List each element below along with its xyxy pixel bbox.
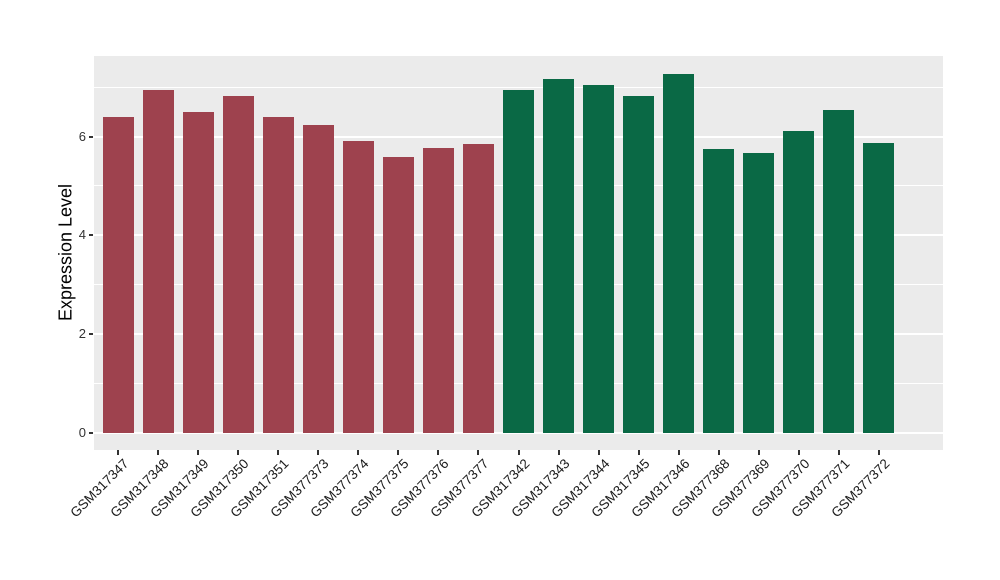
x-tick-mark — [397, 450, 400, 455]
bar-GSM317346 — [663, 73, 695, 433]
bar-GSM317347 — [102, 116, 134, 433]
bar-GSM317345 — [623, 95, 655, 433]
x-tick-mark — [517, 450, 520, 455]
y-tick-label: 6 — [78, 128, 86, 144]
bar-GSM317342 — [503, 89, 534, 433]
x-tick-mark — [357, 450, 360, 455]
gridline-minor — [94, 86, 943, 88]
gridline-major — [94, 432, 943, 434]
x-tick-mark — [437, 450, 440, 455]
bar-GSM377368 — [703, 148, 735, 433]
y-tick-label: 4 — [78, 227, 86, 243]
y-tick-mark — [89, 234, 93, 237]
bar-GSM317348 — [142, 89, 174, 433]
bar-GSM377371 — [823, 110, 855, 433]
bar-GSM317349 — [182, 111, 214, 433]
bar-GSM317344 — [583, 84, 615, 433]
x-tick-mark — [157, 450, 160, 455]
y-tick-mark — [89, 432, 93, 434]
x-tick-mark — [677, 450, 680, 455]
y-tick-mark — [89, 333, 93, 336]
y-tick-label: 2 — [78, 326, 86, 342]
bar-GSM377373 — [302, 124, 334, 433]
bar-GSM377369 — [743, 153, 775, 433]
x-tick-mark — [757, 450, 760, 455]
x-tick-mark — [317, 450, 320, 455]
bar-GSM377376 — [422, 147, 454, 433]
y-tick-label: 0 — [78, 425, 86, 440]
x-tick-mark — [117, 450, 120, 455]
bar-GSM377375 — [382, 157, 414, 433]
bar-GSM377372 — [863, 142, 895, 433]
bar-GSM377370 — [783, 130, 815, 433]
x-tick-mark — [477, 450, 480, 455]
x-tick-mark — [877, 450, 880, 455]
bar-GSM317343 — [543, 78, 575, 433]
bar-GSM377377 — [462, 143, 494, 433]
x-tick-mark — [637, 450, 640, 455]
x-tick-mark — [197, 450, 200, 455]
x-tick-mark — [837, 450, 840, 455]
x-tick-mark — [237, 450, 240, 455]
bar-GSM317350 — [222, 96, 254, 433]
x-tick-mark — [717, 450, 720, 455]
x-tick-mark — [597, 450, 600, 455]
y-tick-mark — [89, 135, 93, 138]
x-tick-mark — [557, 450, 560, 455]
x-tick-mark — [797, 450, 800, 455]
bar-GSM377374 — [342, 141, 374, 433]
y-axis-title: Expression Level — [55, 183, 76, 322]
plot-panel — [94, 56, 943, 450]
bar-GSM317351 — [262, 116, 294, 433]
x-tick-mark — [277, 450, 280, 455]
